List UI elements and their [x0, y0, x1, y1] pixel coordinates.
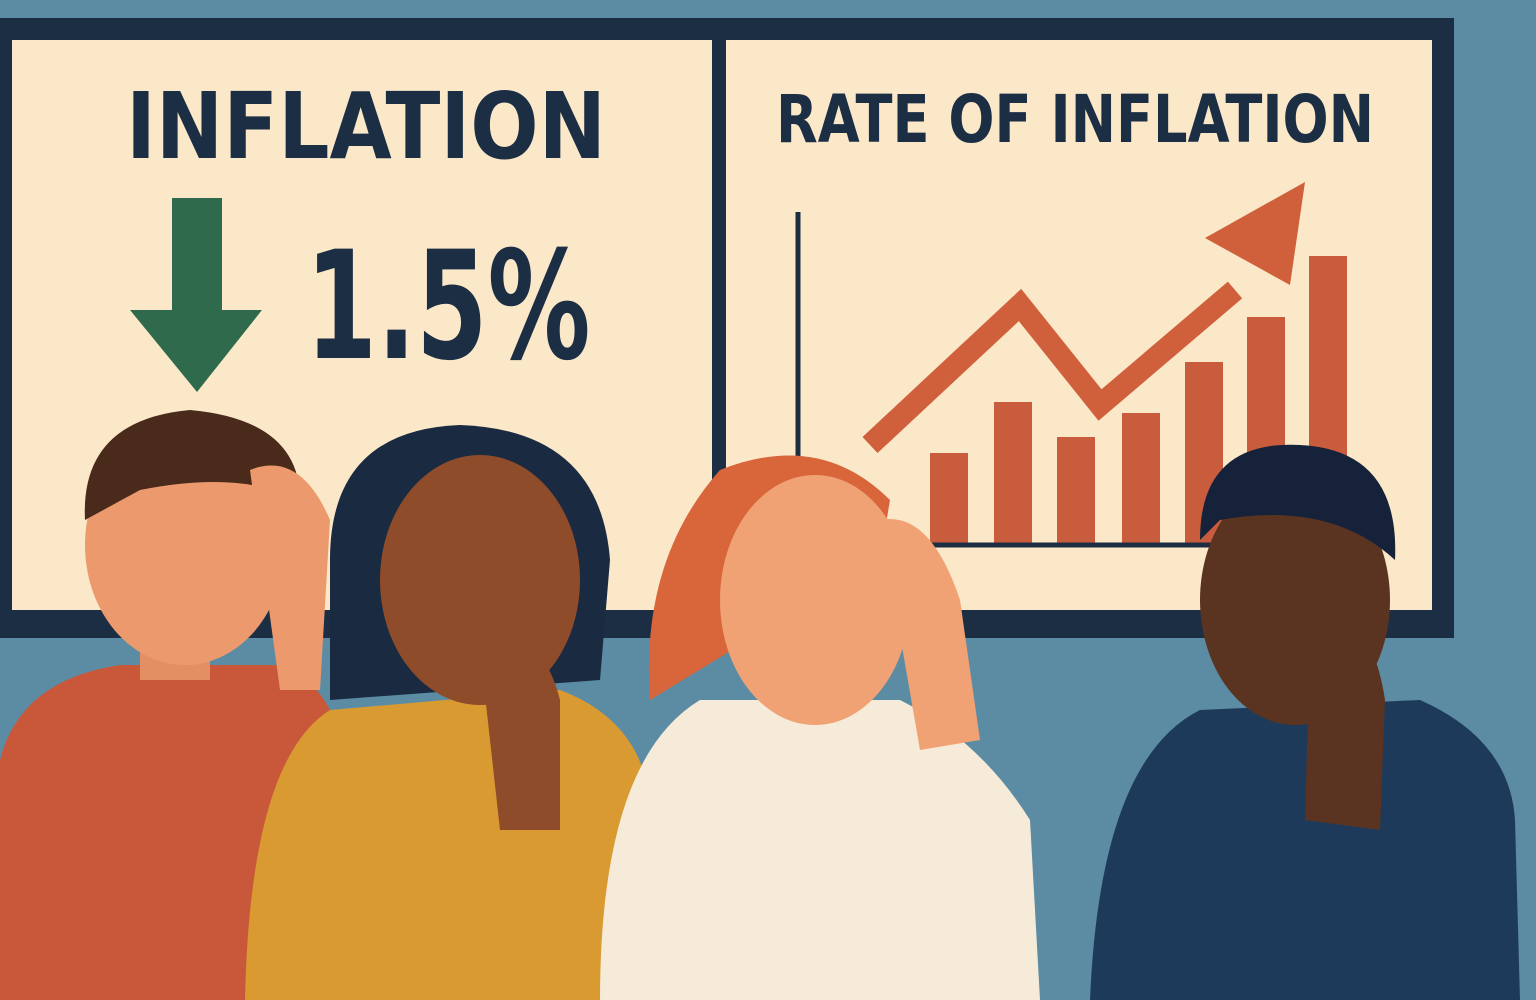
- bar: [1057, 437, 1095, 545]
- shirt: [600, 700, 1040, 1000]
- hand: [880, 519, 980, 750]
- bar: [994, 402, 1032, 545]
- bar: [1122, 413, 1160, 545]
- inflation-value: 1.5%: [306, 220, 591, 394]
- head: [720, 475, 910, 725]
- trend-line: [862, 281, 1243, 454]
- person-4: [1090, 444, 1520, 1000]
- left-title: INFLATION: [126, 73, 606, 180]
- right-title: RATE OF INFLATION: [776, 81, 1374, 158]
- shirt: [245, 690, 660, 1000]
- bar: [930, 453, 968, 545]
- hand: [250, 465, 330, 690]
- head: [380, 455, 580, 705]
- down-arrow: [130, 198, 262, 392]
- person-2: [245, 425, 660, 1000]
- trend-arrowhead: [1205, 182, 1305, 285]
- shirt: [1090, 700, 1520, 1000]
- hand: [480, 641, 560, 830]
- hand: [1305, 628, 1385, 830]
- hair: [84, 410, 300, 520]
- hair: [1200, 444, 1396, 560]
- person-3: [600, 455, 1040, 1000]
